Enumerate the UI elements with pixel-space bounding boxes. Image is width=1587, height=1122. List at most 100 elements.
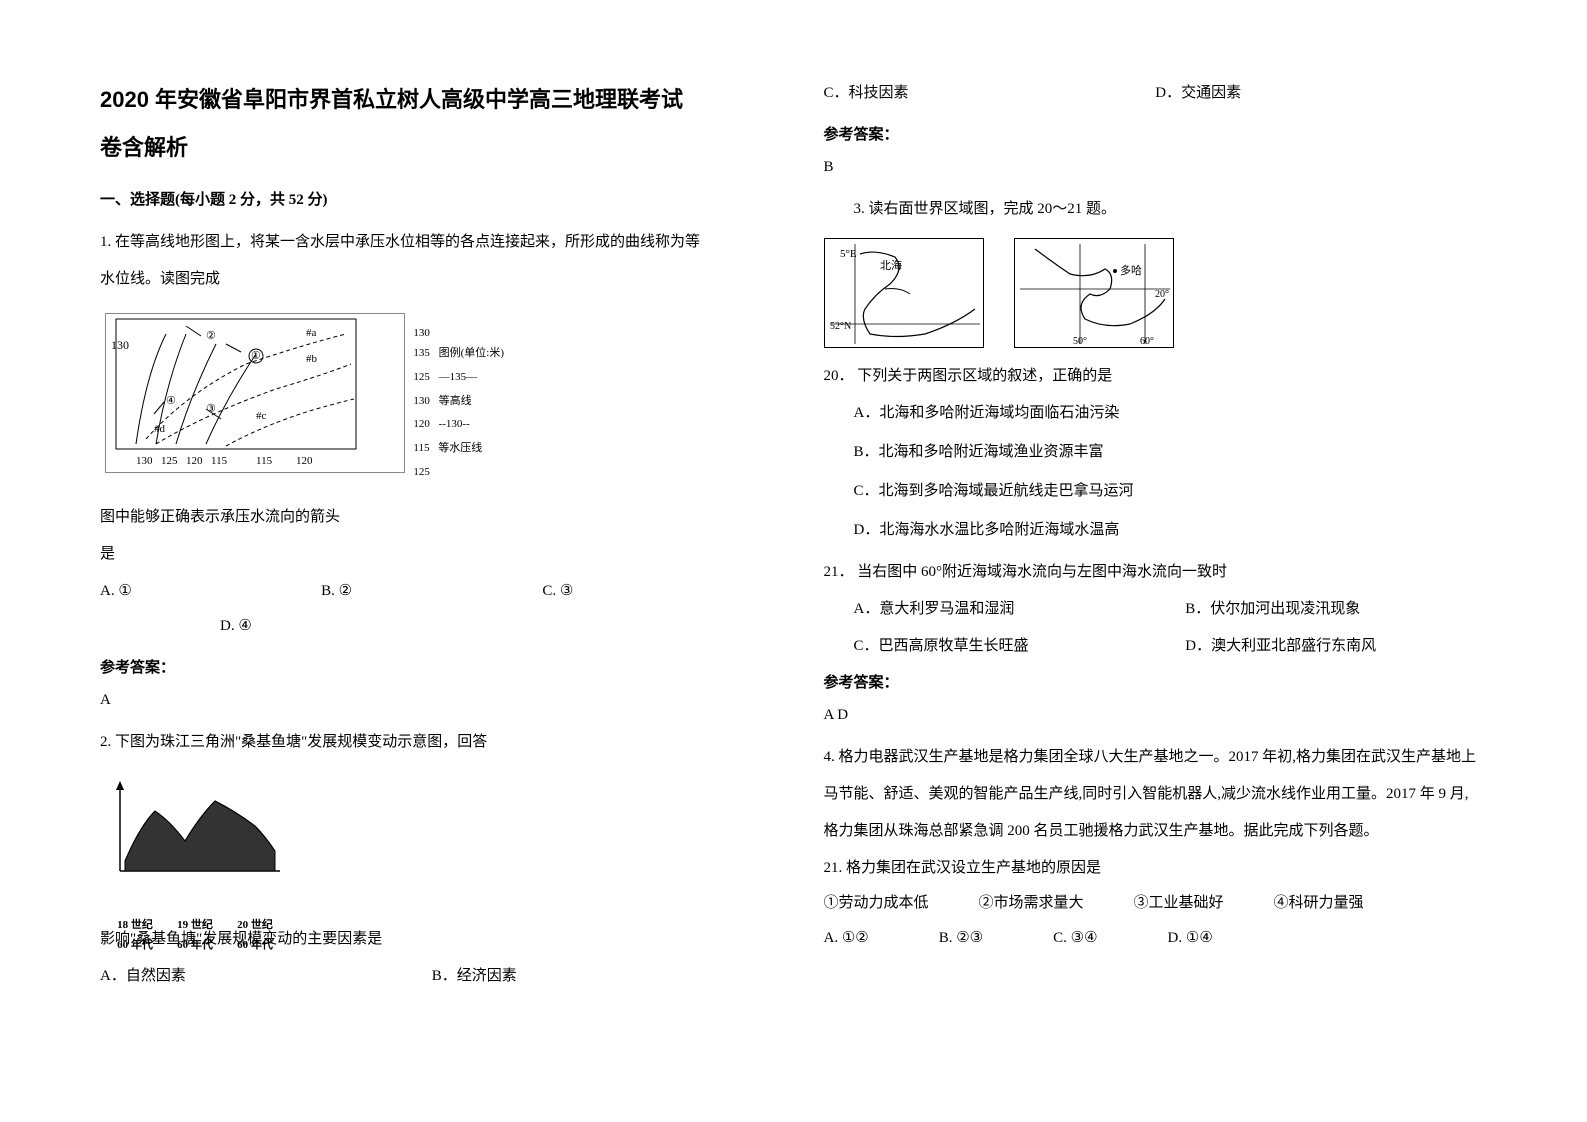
svg-text:20°: 20° — [1155, 289, 1169, 300]
q2-figure: 18 世纪 60 年代 19 世纪 60 年代 20 世纪 60 年代 — [100, 771, 764, 911]
contour-svg: 130 #a #b #c #d ① ② ③ ④ 130 — [106, 314, 406, 474]
map-legend: 130 135 图例(单位:米) 125 —135— 130 等高线 — [413, 324, 504, 487]
svg-text:130: 130 — [136, 455, 153, 467]
q1-text: 1. 在等高线地形图上，将某一含水层中承压水位相等的各点连接起来，所形成的曲线称… — [100, 229, 764, 256]
svg-text:115: 115 — [256, 455, 273, 467]
q2-opt-c: C．科技因素 — [824, 80, 1156, 107]
q1-opt-d: D. ④ — [220, 613, 764, 640]
legend-v6: 115 — [413, 442, 429, 454]
q4-conditions: ①劳动力成本低 ②市场需求量大 ③工业基础好 ④科研力量强 — [824, 890, 1488, 917]
legend-v5: 120 — [413, 418, 430, 430]
map1-svg: 5°E 北海 52°N — [825, 239, 985, 349]
q3-sub21: 21． 当右图中 60°附近海域海水流向与左图中海水流向一致时 — [824, 559, 1488, 586]
q4-opt-c: C. ③④ — [1053, 925, 1097, 952]
q3-number: 3. — [854, 201, 865, 217]
q4-text1: 格力电器武汉生产基地是格力集团全球八大生产基地之一。2017 年初,格力集团在武… — [839, 749, 1477, 765]
right-column: C．科技因素 D．交通因素 参考答案： B 3. 读右面世界区域图，完成 20～… — [824, 80, 1488, 1005]
q4-text2: 马节能、舒适、美观的智能产品生产线,同时引入智能机器人,减少流水线作业用工量。2… — [824, 781, 1488, 808]
page-container: 2020 年安徽省阜阳市界首私立树人高级中学高三地理联考试 卷含解析 一、选择题… — [100, 80, 1487, 1005]
svg-text:②: ② — [206, 330, 216, 342]
q1-text1: 在等高线地形图上，将某一含水层中承压水位相等的各点连接起来，所形成的曲线称为等 — [115, 234, 700, 250]
svg-text:60°: 60° — [1140, 336, 1154, 347]
q4-number: 4. — [824, 749, 835, 765]
legend-contour: 等高线 — [439, 395, 472, 407]
q21-opt-c: C．巴西高原牧草生长旺盛 — [824, 633, 1156, 660]
q1-subq2: 是 — [100, 541, 764, 568]
question-4: 4. 格力电器武汉生产基地是格力集团全球八大生产基地之一。2017 年初,格力集… — [824, 744, 1488, 952]
q20-text: 下列关于两图示区域的叙述，正确的是 — [857, 368, 1112, 384]
svg-text:120: 120 — [296, 455, 313, 467]
chart-svg — [105, 776, 285, 906]
chart-x-labels: 18 世纪 60 年代 19 世纪 60 年代 20 世纪 60 年代 — [105, 916, 285, 956]
q2-opt-a: A．自然因素 — [100, 963, 432, 990]
q21-opt-b: B．伏尔加河出现凌汛现象 — [1155, 596, 1487, 623]
q4-sub21: 21. 格力集团在武汉设立生产基地的原因是 — [824, 855, 1488, 882]
legend-v4: 130 — [413, 395, 430, 407]
q4-opt-d: D. ①④ — [1168, 925, 1213, 952]
svg-text:①: ① — [251, 350, 261, 362]
svg-text:130: 130 — [111, 338, 129, 352]
q2-answer-label: 参考答案： — [824, 122, 1488, 149]
q21-text: 当右图中 60°附近海域海水流向与左图中海水流向一致时 — [857, 564, 1227, 580]
q20-opt-a: A．北海和多哈附近海域均面临石油污染 — [824, 400, 1488, 427]
svg-text:#b: #b — [306, 353, 318, 365]
q4-21-text: 格力集团在武汉设立生产基地的原因是 — [846, 860, 1101, 876]
q2-text: 2. 下图为珠江三角洲"桑基鱼塘"发展规模变动示意图，回答 — [100, 729, 764, 756]
q21-num: 21． — [824, 564, 854, 580]
q1-number: 1. — [100, 234, 111, 250]
exam-title-line1: 2020 年安徽省阜阳市界首私立树人高级中学高三地理联考试 — [100, 80, 764, 120]
q1-opt-b: B. ② — [321, 578, 542, 605]
map-2: 多哈 20° 50° 60° — [1014, 238, 1174, 348]
section-header: 一、选择题(每小题 2 分，共 52 分) — [100, 187, 764, 214]
left-column: 2020 年安徽省阜阳市界首私立树人高级中学高三地理联考试 卷含解析 一、选择题… — [100, 80, 764, 1005]
q4-cond4: ④科研力量强 — [1274, 890, 1364, 917]
svg-text:④: ④ — [166, 395, 176, 407]
svg-text:115: 115 — [211, 455, 228, 467]
q4-text: 4. 格力电器武汉生产基地是格力集团全球八大生产基地之一。2017 年初,格力集… — [824, 744, 1488, 771]
q1-options: A. ① B. ② C. ③ D. ④ — [100, 578, 764, 640]
q4-opt-a: A. ①② — [824, 925, 869, 952]
q1-answer-label: 参考答案： — [100, 655, 764, 682]
x-label-2: 19 世纪 60 年代 — [177, 916, 213, 956]
q20-opt-c: C．北海到多哈海域最近航线走巴拿马运河 — [824, 478, 1488, 505]
q2-options: A．自然因素 B．经济因素 — [100, 963, 764, 990]
contour-map: 130 #a #b #c #d ① ② ③ ④ 130 — [105, 313, 405, 473]
legend-v2: 135 — [413, 347, 430, 359]
q21-opt-d: D．澳大利亚北部盛行东南风 — [1155, 633, 1487, 660]
legend-v1: 130 — [413, 327, 430, 339]
legend-v3: 125 — [413, 371, 430, 383]
q4-options: A. ①② B. ②③ C. ③④ D. ①④ — [824, 925, 1488, 952]
q2-options-cont: C．科技因素 D．交通因素 — [824, 80, 1488, 107]
map2-svg: 多哈 20° 50° 60° — [1015, 239, 1175, 349]
svg-text:#a: #a — [306, 327, 317, 339]
q4-21-num: 21. — [824, 860, 843, 876]
q4-cond3: ③工业基础好 — [1134, 890, 1224, 917]
q1-figure: 130 #a #b #c #d ① ② ③ ④ 130 — [100, 308, 764, 489]
legend-title: 图例(单位:米) — [439, 347, 504, 359]
x-label-3: 20 世纪 60 年代 — [237, 916, 273, 956]
q1-answer: A — [100, 687, 764, 714]
legend-solid: —135— — [439, 371, 478, 383]
svg-text:#d: #d — [154, 423, 166, 435]
question-3: 3. 读右面世界区域图，完成 20～21 题。 5°E 北海 52°N — [824, 196, 1488, 729]
q20-num: 20． — [824, 368, 854, 384]
q2-number: 2. — [100, 734, 111, 750]
q1-opt-a: A. ① — [100, 578, 321, 605]
q2-answer: B — [824, 154, 1488, 181]
q3-sub20: 20． 下列关于两图示区域的叙述，正确的是 — [824, 363, 1488, 390]
svg-text:5°E: 5°E — [840, 248, 857, 260]
q3-text-body: 读右面世界区域图，完成 20～21 题。 — [869, 201, 1117, 217]
svg-text:#c: #c — [256, 410, 267, 422]
question-2: 2. 下图为珠江三角洲"桑基鱼塘"发展规模变动示意图，回答 18 世纪 60 年… — [100, 729, 764, 990]
q20-opt-b: B．北海和多哈附近海域渔业资源丰富 — [824, 439, 1488, 466]
q20-opt-d: D．北海海水水温比多哈附近海域水温高 — [824, 517, 1488, 544]
q2-opt-b: B．经济因素 — [432, 963, 764, 990]
svg-text:52°N: 52°N — [830, 321, 851, 332]
legend-v7: 125 — [413, 466, 430, 478]
q3-text: 3. 读右面世界区域图，完成 20～21 题。 — [824, 196, 1488, 223]
x-label-1: 18 世纪 60 年代 — [117, 916, 153, 956]
q2-text-body: 下图为珠江三角洲"桑基鱼塘"发展规模变动示意图，回答 — [115, 734, 487, 750]
q4-opt-b: B. ②③ — [939, 925, 983, 952]
chart: 18 世纪 60 年代 19 世纪 60 年代 20 世纪 60 年代 — [105, 776, 285, 906]
q4-cond2: ②市场需求量大 — [979, 890, 1084, 917]
